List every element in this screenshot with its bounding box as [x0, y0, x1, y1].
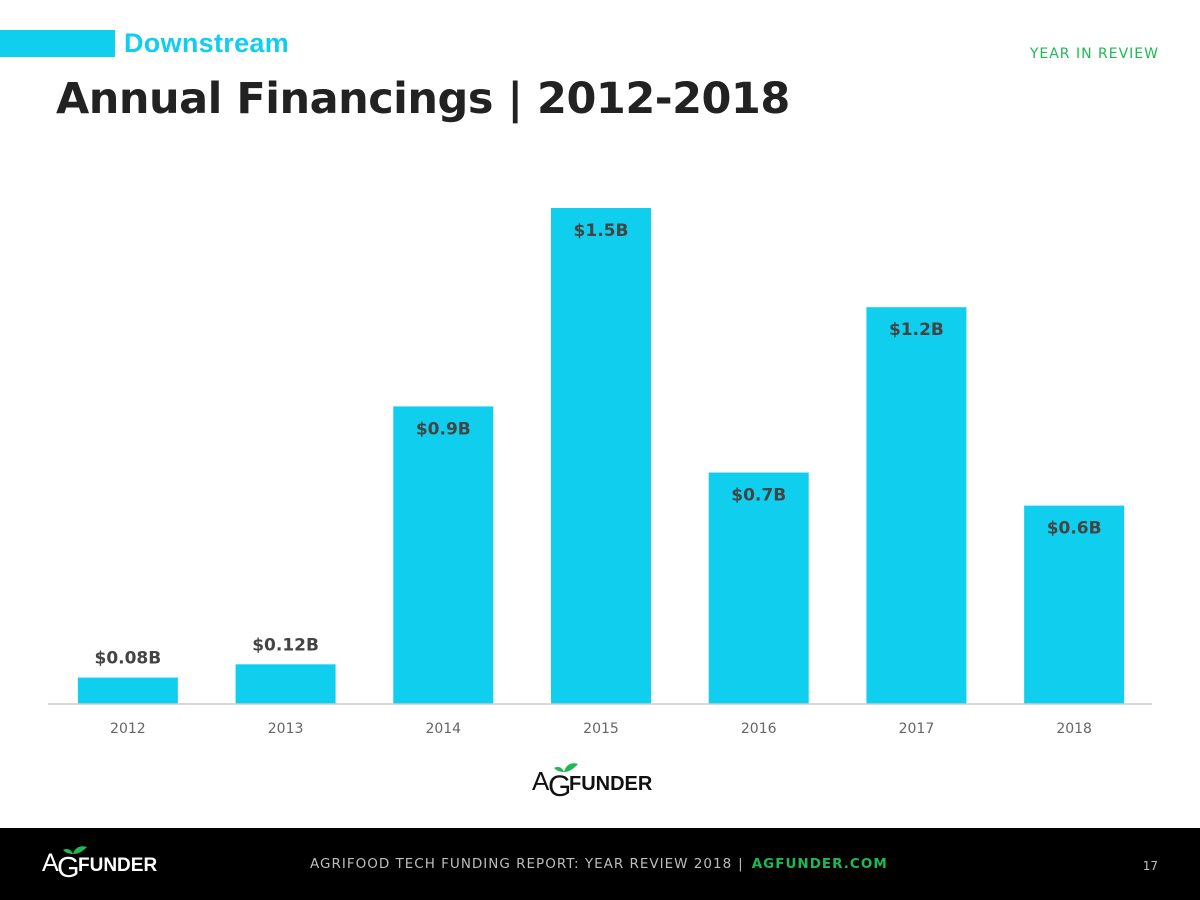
data-label-2018: $0.6B — [1047, 519, 1102, 539]
footer: A G FUNDER AGRIFOOD TECH FUNDING REPORT:… — [0, 828, 1200, 900]
section-label: Downstream — [124, 28, 290, 58]
bar-chart: $0.08B $0.12B $0.9B $1.5B $0.7B $1.2B $0.6B 20… — [48, 208, 1152, 737]
site-link[interactable]: AGFUNDER.COM — [751, 856, 888, 872]
logo-letter-a: A — [532, 766, 550, 796]
bar-2015 — [551, 208, 651, 704]
bar-2012 — [77, 677, 178, 704]
data-label-2014: $0.9B — [416, 419, 471, 439]
agfunder-logo: A G FUNDER — [42, 846, 157, 884]
accent-bar — [0, 30, 115, 57]
year-in-review-tag: YEAR IN REVIEW — [1029, 46, 1159, 62]
bar-2013 — [235, 664, 336, 704]
leaf-icon — [554, 767, 564, 772]
data-label-2017: $1.2B — [889, 320, 944, 340]
agfunder-logo: A G FUNDER — [532, 763, 652, 803]
x-tick-label-2012: 2012 — [110, 721, 146, 737]
logo-wordmark: FUNDER — [78, 855, 157, 876]
page-title: Annual Financings | 2012-2018 — [56, 74, 790, 124]
bar-2016 — [708, 472, 809, 704]
x-tick-label-2017: 2017 — [899, 721, 935, 737]
logo-wordmark: FUNDER — [569, 773, 652, 795]
data-label-2016: $0.7B — [731, 486, 786, 506]
data-label-2012: $0.08B — [94, 649, 161, 669]
x-tick-label-2016: 2016 — [741, 721, 777, 737]
report-title: AGRIFOOD TECH FUNDING REPORT: YEAR REVIE… — [310, 856, 733, 872]
logo-letter-a: A — [42, 849, 59, 877]
leaf-icon — [564, 763, 578, 772]
leaf-icon — [73, 846, 87, 854]
leaf-icon — [63, 849, 73, 854]
logo-letter-g: G — [57, 852, 80, 884]
bar-2017 — [866, 307, 967, 704]
bar-2014 — [393, 406, 494, 704]
data-label-2013: $0.12B — [252, 635, 319, 655]
logo-letter-g: G — [548, 770, 571, 803]
bar-2018 — [1024, 505, 1125, 704]
footer-separator: | — [738, 856, 744, 872]
x-tick-label-2015: 2015 — [583, 721, 619, 737]
x-tick-label-2013: 2013 — [268, 721, 304, 737]
x-tick-label-2014: 2014 — [425, 721, 461, 737]
page-number: 17 — [1142, 859, 1158, 873]
footer-report-text: AGRIFOOD TECH FUNDING REPORT: YEAR REVIE… — [310, 856, 888, 872]
x-tick-label-2018: 2018 — [1056, 721, 1092, 737]
data-label-2015: $1.5B — [574, 221, 629, 241]
